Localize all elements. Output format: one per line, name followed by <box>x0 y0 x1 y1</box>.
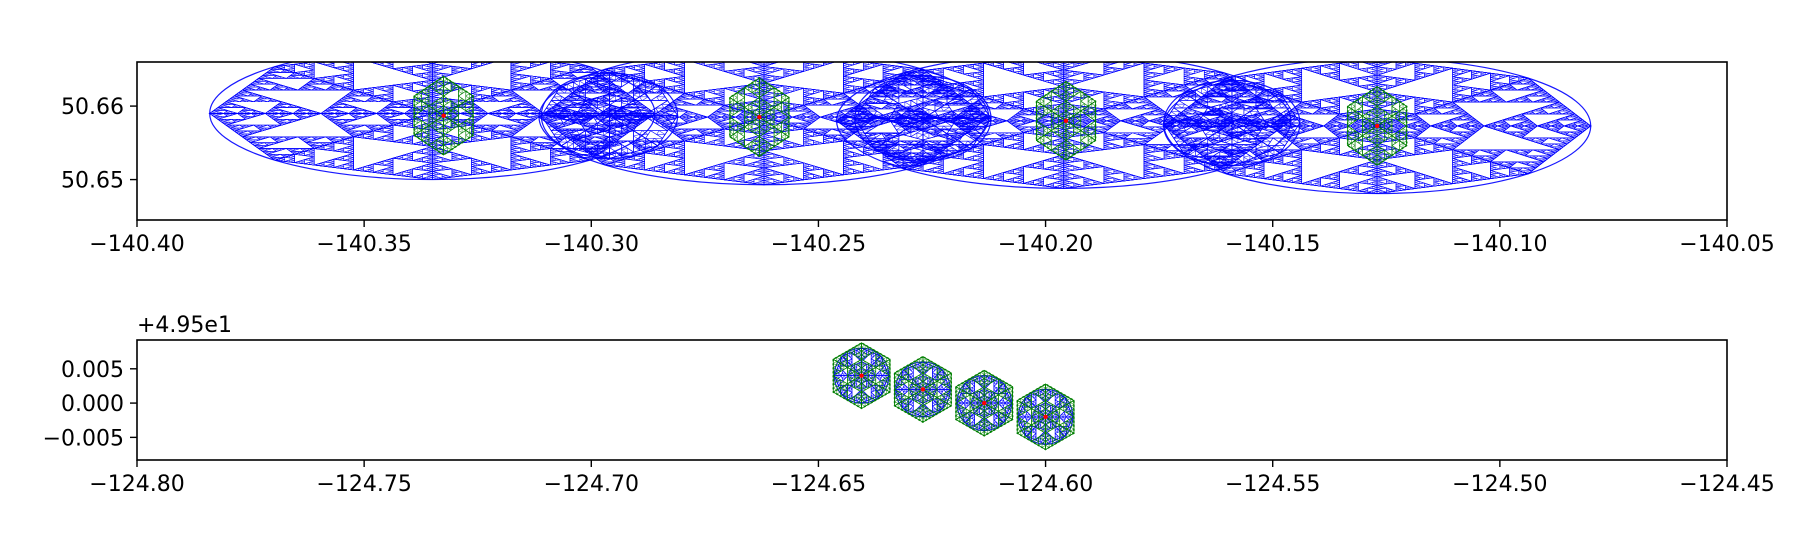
figure-canvas: −140.40−140.35−140.30−140.25−140.20−140.… <box>0 0 1800 540</box>
figure: −140.40−140.35−140.30−140.25−140.20−140.… <box>0 0 1800 540</box>
